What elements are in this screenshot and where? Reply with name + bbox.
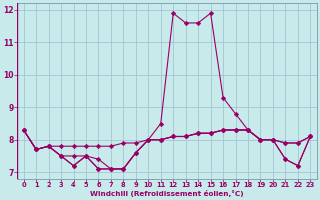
X-axis label: Windchill (Refroidissement éolien,°C): Windchill (Refroidissement éolien,°C) [90,190,244,197]
